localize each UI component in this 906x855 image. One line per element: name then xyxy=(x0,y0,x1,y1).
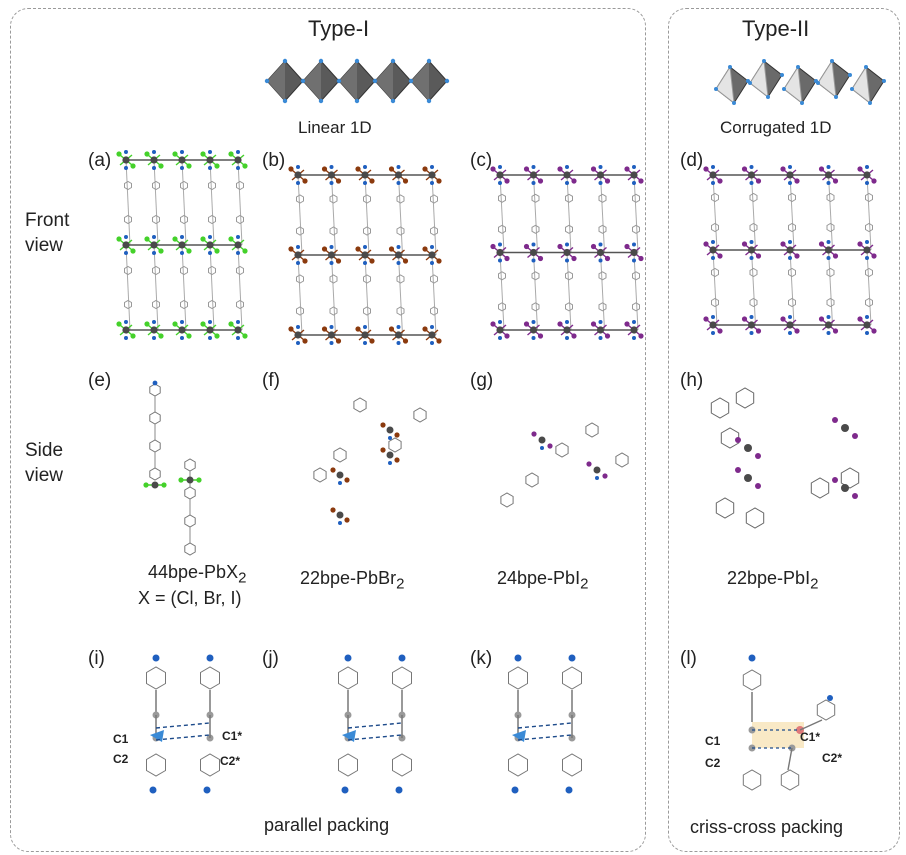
atom-c1-l: C1 xyxy=(705,734,721,748)
atom-c1s-i: C1* xyxy=(222,729,243,743)
front-view-c xyxy=(490,165,644,340)
label-g: (g) xyxy=(470,370,494,391)
corrugated-chain-icon xyxy=(714,59,886,105)
caption-44bpe-x: X = (Cl, Br, I) xyxy=(138,588,242,608)
front-view-d xyxy=(703,165,877,335)
label-f: (f) xyxy=(262,370,280,391)
side-view-f xyxy=(313,397,427,525)
label-i: (i) xyxy=(88,648,105,669)
type1-title: Type-I xyxy=(308,16,370,41)
label-k: (k) xyxy=(470,648,493,669)
caption-22bpe-pbbr2: 22bpe-PbBr2 xyxy=(300,568,405,593)
front-view-a xyxy=(116,150,248,340)
atom-c2-l: C2 xyxy=(705,756,721,770)
label-e: (e) xyxy=(88,370,112,391)
front-view-b xyxy=(288,165,442,345)
type1-subtitle: Linear 1D xyxy=(298,118,372,137)
packing-j xyxy=(338,654,412,794)
side-view-label: Side view xyxy=(25,440,64,486)
side-view-h xyxy=(710,387,860,529)
label-j: (j) xyxy=(262,648,279,669)
criss-cross-packing-caption: criss-cross packing xyxy=(690,817,844,837)
packing-k xyxy=(508,654,582,794)
atom-c1-i: C1 xyxy=(113,732,129,746)
label-a: (a) xyxy=(88,150,112,171)
packing-l xyxy=(742,654,836,791)
type2-panel xyxy=(668,8,900,852)
side-view-e xyxy=(143,380,202,556)
front-view-label: Front view xyxy=(25,210,70,256)
label-l: (l) xyxy=(680,648,697,669)
caption-24bpe-pbi2: 24bpe-PbI2 xyxy=(497,568,589,593)
caption-22bpe-pbi2: 22bpe-PbI2 xyxy=(727,568,819,593)
atom-c2s-i: C2* xyxy=(220,754,241,768)
packing-i xyxy=(146,654,220,794)
atom-c2-i: C2 xyxy=(113,752,129,766)
atom-c2s-l: C2* xyxy=(822,751,843,765)
caption-44bpe: 44bpe-PbX2 xyxy=(148,562,247,587)
label-h: (h) xyxy=(680,370,704,391)
side-view-g xyxy=(500,422,629,508)
type1-panel xyxy=(10,8,646,852)
linear-chain-icon xyxy=(264,58,450,104)
type2-title: Type-II xyxy=(742,16,810,41)
type2-subtitle: Corrugated 1D xyxy=(720,118,832,137)
atom-c1s-l: C1* xyxy=(800,730,821,744)
parallel-packing-caption: parallel packing xyxy=(264,815,390,835)
label-b: (b) xyxy=(262,150,286,171)
label-c: (c) xyxy=(470,150,493,171)
label-d: (d) xyxy=(680,150,704,171)
